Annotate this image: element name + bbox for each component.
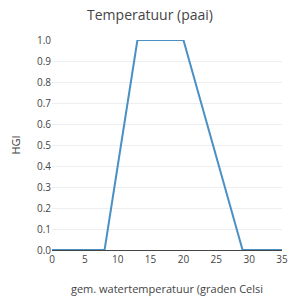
svg-text:30: 30	[243, 252, 255, 266]
svg-text:Temperatuur (paai): Temperatuur (paai)	[87, 5, 213, 24]
svg-text:10: 10	[112, 252, 124, 266]
svg-text:0.1: 0.1	[37, 222, 51, 236]
svg-text:35: 35	[276, 252, 288, 266]
svg-text:0.8: 0.8	[37, 75, 51, 89]
svg-text:HGI: HGI	[8, 135, 23, 154]
svg-text:25: 25	[211, 252, 223, 266]
svg-text:0.4: 0.4	[37, 159, 51, 173]
svg-text:20: 20	[178, 252, 190, 266]
svg-text:0.2: 0.2	[37, 201, 51, 215]
svg-text:0.6: 0.6	[37, 117, 51, 131]
svg-text:0.7: 0.7	[37, 96, 51, 110]
svg-text:1.0: 1.0	[37, 33, 51, 47]
svg-text:5: 5	[82, 252, 88, 266]
svg-text:0.3: 0.3	[37, 180, 51, 194]
svg-text:15: 15	[145, 252, 157, 266]
svg-text:0.9: 0.9	[37, 54, 51, 68]
svg-text:0: 0	[49, 252, 55, 266]
svg-text:gem. watertemperatuur (graden: gem. watertemperatuur (graden Celsi	[71, 281, 263, 296]
svg-text:0.0: 0.0	[37, 243, 51, 257]
svg-text:0.5: 0.5	[37, 138, 51, 152]
